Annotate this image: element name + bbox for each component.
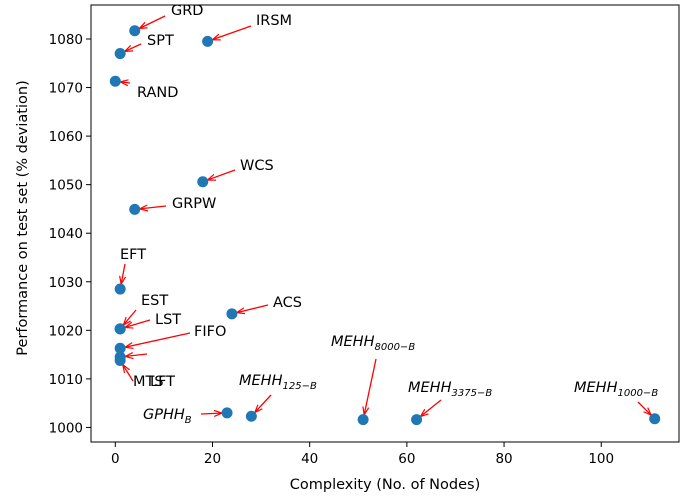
annotation-arrow [255,394,272,412]
data-point [114,48,126,60]
annotation-arrow [126,43,142,51]
x-axis-label: Complexity (No. of Nodes) [290,477,480,493]
point-label: WCS [240,158,274,174]
plot-area [90,4,680,443]
point-label: MEHH8000−B [331,334,415,353]
annotation-arrow [421,399,442,416]
y-tick-label: 1030 [49,275,83,291]
y-axis-label: Performance on test set (% deviation) [15,80,31,356]
y-axis: 1000 1010 1020 1030 1040 1050 1060 1070 1080 [49,32,91,436]
plot-border [90,4,680,443]
point-label: ACS [273,295,302,311]
x-axis: 0 20 40 60 80 100 [111,442,614,467]
annotation-arrow [123,366,134,382]
data-points [109,25,661,426]
y-tick-label: 1040 [49,226,83,242]
data-point [221,407,233,419]
data-point [357,414,369,426]
data-point [411,414,423,426]
x-tick-label: 60 [398,451,415,467]
annotation-arrow [200,413,221,414]
point-label: MEHH1000−B [574,380,658,399]
point-label: GRD [171,3,203,19]
data-point [114,342,126,354]
y-tick-label: 1020 [49,323,83,339]
point-label: EST [141,293,168,309]
x-tick-label: 0 [111,451,120,467]
data-point [245,410,257,422]
y-tick-label: 1080 [49,32,83,48]
annotation-arrow [141,206,167,209]
data-point [109,75,121,87]
annotation-arrow [126,354,148,356]
y-tick-label: 1060 [49,129,83,145]
annotation-arrow [213,25,252,39]
point-label: MEHH3375−B [408,380,492,399]
data-point [197,176,209,188]
point-label: IRSM [256,13,292,29]
data-point [114,323,126,335]
x-tick-label: 40 [301,451,318,467]
annotation-arrow [126,319,151,327]
data-point [114,283,126,295]
annotation-arrow [637,401,650,414]
y-tick-label: 1050 [49,178,83,194]
annotation-arrow [364,358,377,414]
y-tick-label: 1000 [49,420,83,436]
annotation-arrow [126,332,191,347]
point-label: GPHHB [143,407,192,426]
point-label: RAND [137,85,178,101]
point-label: MEHH125−B [239,373,317,392]
point-label: MTS [133,374,164,390]
point-label: LFT [150,374,175,390]
data-point [202,35,214,47]
data-point [129,25,141,37]
annotation-arrow [121,82,131,83]
y-tick-label: 1010 [49,372,83,388]
x-tick-label: 80 [495,451,512,467]
data-point [226,308,238,320]
point-label: FIFO [194,324,226,340]
data-point [114,354,126,366]
x-tick-label: 100 [588,451,614,467]
annotation-arrows [121,15,650,416]
annotation-arrow [124,309,137,324]
annotation-arrow [208,169,236,180]
point-labels: GRD IRSM SPT RAND WCS GRPW EFT EST ACS LST FIFO LFT… [120,3,658,426]
data-point [649,413,661,425]
point-label: LST [155,312,181,328]
data-point [129,203,141,215]
x-tick-label: 20 [204,451,221,467]
point-label: GRPW [172,196,216,212]
annotation-arrow [140,15,166,28]
annotation-arrow [121,263,125,283]
point-label: SPT [147,33,174,49]
point-label: EFT [120,247,146,263]
y-tick-label: 1070 [49,81,83,97]
annotation-arrow [238,304,269,312]
